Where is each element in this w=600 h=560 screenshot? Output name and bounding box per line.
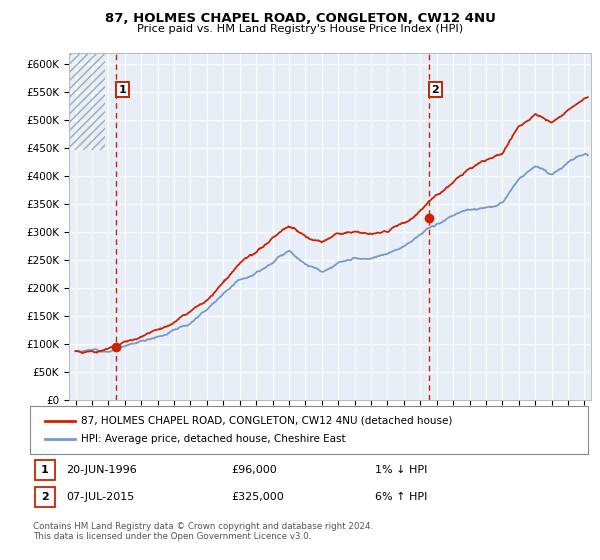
- Text: 2: 2: [41, 492, 49, 502]
- Text: Contains HM Land Registry data © Crown copyright and database right 2024.
This d: Contains HM Land Registry data © Crown c…: [33, 522, 373, 542]
- Text: 1: 1: [41, 465, 49, 475]
- Text: Price paid vs. HM Land Registry's House Price Index (HPI): Price paid vs. HM Land Registry's House …: [137, 24, 463, 34]
- Text: £325,000: £325,000: [231, 492, 284, 502]
- Text: 20-JUN-1996: 20-JUN-1996: [66, 465, 137, 475]
- Text: 87, HOLMES CHAPEL ROAD, CONGLETON, CW12 4NU (detached house): 87, HOLMES CHAPEL ROAD, CONGLETON, CW12 …: [81, 416, 452, 426]
- Text: 87, HOLMES CHAPEL ROAD, CONGLETON, CW12 4NU: 87, HOLMES CHAPEL ROAD, CONGLETON, CW12 …: [104, 12, 496, 25]
- Text: 1: 1: [119, 85, 127, 95]
- Text: 07-JUL-2015: 07-JUL-2015: [66, 492, 134, 502]
- Text: HPI: Average price, detached house, Cheshire East: HPI: Average price, detached house, Ches…: [81, 434, 346, 444]
- Text: 2: 2: [431, 85, 439, 95]
- Text: 1% ↓ HPI: 1% ↓ HPI: [375, 465, 427, 475]
- Text: 6% ↑ HPI: 6% ↑ HPI: [375, 492, 427, 502]
- Text: £96,000: £96,000: [231, 465, 277, 475]
